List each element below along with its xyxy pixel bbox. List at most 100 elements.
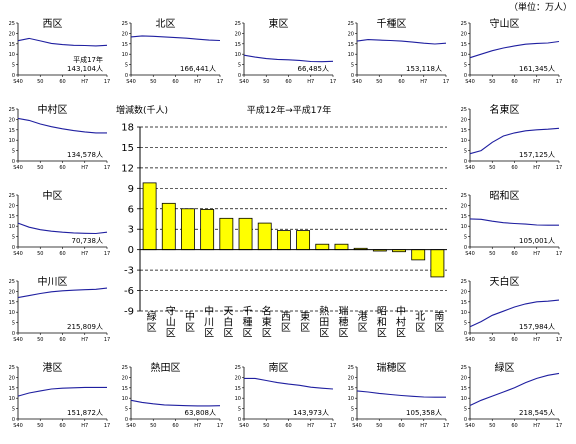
- mini-xtick-label: 50: [489, 337, 495, 343]
- mini-annotation: 134,578人: [67, 151, 103, 159]
- mini-ytick-label: 10: [9, 224, 15, 230]
- mini-xtick-label: S40: [13, 423, 23, 429]
- mini-ytick-label: 0: [12, 417, 15, 423]
- mini-line-series: [17, 287, 108, 299]
- mini-xtick-label: 60: [172, 79, 178, 85]
- mini-ytick-label: 20: [235, 31, 241, 37]
- mini-ytick-label: 25: [461, 193, 467, 199]
- mini-ytick-label: 0: [464, 73, 467, 79]
- mini-annotation: 166,441人: [180, 65, 216, 73]
- mini-ytick-label: 10: [235, 396, 241, 402]
- mini-ytick-label: 10: [461, 310, 467, 316]
- category-label: 瑞穂区: [336, 305, 348, 338]
- mini-annotation: 143,973人: [293, 409, 329, 417]
- mini-ytick-label: 10: [122, 396, 128, 402]
- mini-ytick-label: 15: [461, 42, 467, 48]
- mini-annotation-top: 平成17年: [73, 55, 103, 64]
- mini-xtick-label: 17: [330, 423, 336, 429]
- mini-annotation: 161,345人: [519, 65, 555, 73]
- mini-xtick-label: 60: [59, 423, 65, 429]
- mini-xtick-label: 50: [489, 423, 495, 429]
- mini-chart-title: 北区: [156, 18, 176, 30]
- mini-ytick-label: 20: [9, 375, 15, 381]
- mini-annotation: 63,808人: [185, 409, 217, 417]
- mini-ytick-label: 5: [125, 407, 128, 413]
- main-ytick-label: 6: [128, 204, 134, 215]
- category-label: 中村区: [394, 304, 406, 338]
- mini-ytick-label: 10: [122, 52, 128, 58]
- mini-ytick-label: 25: [9, 21, 15, 27]
- mini-chart-title: 東区: [269, 17, 289, 30]
- bar-西区: [276, 230, 291, 251]
- mini-ytick-label: 5: [464, 321, 467, 327]
- mini-xtick-label: H7: [307, 79, 314, 85]
- mini-ytick-label: 0: [464, 245, 467, 251]
- mini-xtick-label: 60: [511, 79, 517, 85]
- mini-ytick-label: 5: [464, 407, 467, 413]
- mini-xtick-label: S40: [465, 251, 475, 257]
- main-gridlines: [140, 126, 447, 312]
- mini-ytick-label: 20: [122, 375, 128, 381]
- mini-ytick-label: 5: [12, 235, 15, 241]
- mini-xtick-label: H7: [533, 251, 540, 257]
- main-ytick-label: 9: [128, 184, 134, 195]
- mini-ytick-label: 5: [12, 321, 15, 327]
- mini-xtick-label: S40: [465, 79, 475, 85]
- bar-守山区: [161, 202, 176, 251]
- mini-ytick-label: 25: [122, 21, 128, 27]
- mini-ytick-label: 20: [9, 117, 15, 123]
- category-label: 中川区: [202, 304, 214, 338]
- main-x-labels: 緑区 守山区 中区 中川区 天白区 千種区 名東区 西区 東区 熱田区 瑞穂区 港区 昭和区 中村区 北区南…: [144, 304, 444, 338]
- mini-xtick-label: 50: [150, 79, 156, 85]
- mini-xtick-label: 60: [398, 79, 404, 85]
- mini-ytick-label: 10: [9, 310, 15, 316]
- mini-xtick-label: S40: [13, 337, 23, 343]
- mini-ytick-label: 25: [348, 21, 354, 27]
- mini-xtick-label: 50: [489, 79, 495, 85]
- mini-xtick-label: H7: [81, 251, 88, 257]
- mini-ytick-label: 15: [348, 386, 354, 392]
- category-label: 港区: [355, 311, 367, 333]
- mini-ytick-label: 5: [351, 407, 354, 413]
- main-bar-chart: 増減数(千人) 平成12年→平成17年 -9 -6 -3 0 3 6 9 12 15 18 緑区守…: [116, 104, 447, 339]
- mini-ytick-label: 5: [238, 407, 241, 413]
- mini-xtick-label: 17: [556, 337, 562, 343]
- mini-ytick-label: 15: [9, 214, 15, 220]
- mini-ytick-label: 5: [125, 63, 128, 69]
- mini-ytick-label: 25: [122, 365, 128, 371]
- mini-chart-title: 瑞穂区: [377, 361, 407, 374]
- bar-緑区: [142, 182, 157, 251]
- mini-ytick-label: 0: [464, 159, 467, 165]
- bar-熱田区: [315, 243, 330, 251]
- mini-xtick-label: H7: [81, 423, 88, 429]
- mini-xtick-label: H7: [420, 79, 427, 85]
- mini-line-series: [17, 37, 108, 47]
- mini-xtick-label: H7: [194, 423, 201, 429]
- category-label: 名東区: [259, 304, 271, 338]
- main-ytick-label: 15: [121, 143, 134, 154]
- mini-chart-title: 千種区: [377, 17, 407, 30]
- mini-xtick-label: 17: [443, 423, 449, 429]
- main-ytick-label: -3: [124, 266, 134, 277]
- mini-line-series: [469, 299, 560, 328]
- mini-annotation: 151,872人: [67, 409, 103, 417]
- mini-chart-title: 守山区: [490, 17, 520, 30]
- bar-天白区: [219, 217, 234, 251]
- mini-xtick-label: 17: [556, 251, 562, 257]
- mini-ytick-label: 25: [348, 365, 354, 371]
- mini-chart-title: 天白区: [490, 275, 520, 288]
- mini-ytick-label: 0: [12, 159, 15, 165]
- mini-ytick-label: 10: [461, 396, 467, 402]
- category-label: 北区: [413, 311, 425, 333]
- mini-xtick-label: 50: [489, 165, 495, 171]
- mini-chart-title: 中村区: [38, 103, 68, 116]
- mini-ytick-label: 15: [9, 42, 15, 48]
- mini-ytick-label: 5: [351, 63, 354, 69]
- mini-ytick-label: 15: [461, 300, 467, 306]
- mini-chart-title: 南区: [269, 361, 289, 374]
- mini-ytick-label: 10: [461, 138, 467, 144]
- mini-xtick-label: 60: [511, 423, 517, 429]
